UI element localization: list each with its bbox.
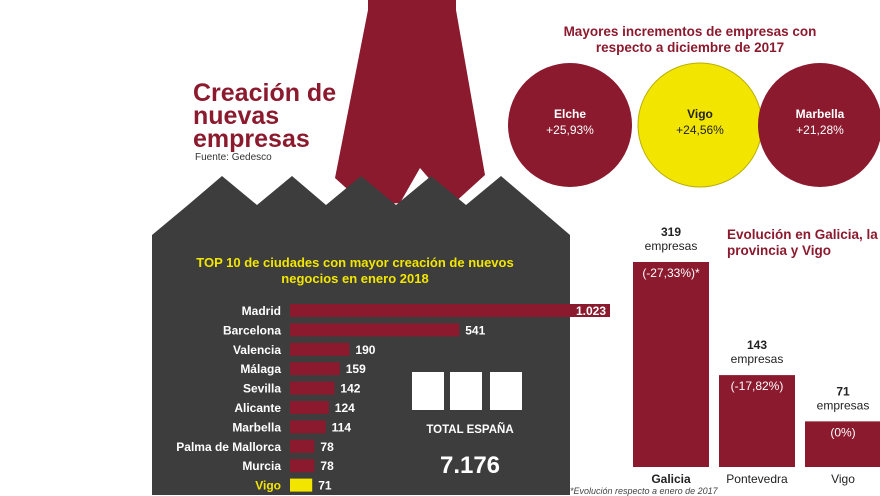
bar-1	[290, 323, 460, 337]
bar-value-label: 78	[320, 440, 334, 454]
bar-category-label: Málaga	[240, 362, 281, 376]
bar-category-label: Alicante	[234, 401, 281, 415]
circle-name: Marbella	[796, 107, 845, 121]
chimney-shape	[335, 0, 485, 205]
galicia-unit-label: empresas	[731, 352, 784, 366]
bar-category-label: Murcia	[242, 459, 281, 473]
galicia-change-label: (-27,33%)*	[642, 266, 700, 280]
total-value: 7.176	[439, 452, 501, 479]
circle-value: +24,56%	[676, 123, 724, 137]
galicia-unit-label: empresas	[817, 398, 870, 412]
total-label: TOTAL ESPAÑA	[426, 424, 514, 436]
bar-3	[290, 362, 340, 376]
bar-value-label: 541	[465, 323, 485, 337]
bar-value-label: 159	[346, 362, 366, 376]
bar-value-label: 1.023	[576, 304, 606, 318]
galicia-bar-vigo	[805, 421, 880, 467]
bar-category-label: Barcelona	[223, 323, 281, 337]
bar-4	[290, 381, 335, 395]
galicia-category-label: Pontevedra	[726, 472, 788, 486]
circle-marbella	[758, 63, 880, 187]
bar-category-label: Valencia	[233, 343, 281, 357]
bar-category-label: Madrid	[242, 304, 281, 318]
factory-window	[450, 372, 482, 410]
bar-value-label: 78	[320, 459, 334, 473]
bar-category-label: Sevilla	[243, 382, 281, 396]
bar-value-label: 124	[335, 401, 355, 415]
bar-7	[290, 439, 315, 453]
factory-window	[412, 372, 444, 410]
galicia-category-label: Vigo	[831, 472, 855, 486]
galicia-bar-pontevedra	[719, 375, 795, 467]
bar-value-label: 190	[355, 343, 375, 357]
bar-0	[290, 304, 610, 317]
bar-8	[290, 459, 315, 473]
page-title: Creación de nuevas empresas	[193, 79, 337, 153]
circle-value: +25,93%	[546, 123, 594, 137]
top10-chart: Madrid 1.023 Barcelona 541 Valencia 190 Málaga…	[176, 304, 610, 493]
bar-value-label: 114	[332, 420, 352, 434]
bar-5	[290, 401, 329, 414]
bar-9	[290, 478, 313, 492]
bar-category-label: Marbella	[232, 420, 281, 434]
galicia-value-label: 319	[661, 225, 681, 239]
bar-2	[290, 342, 350, 356]
circle-name: Vigo	[687, 107, 713, 121]
bar-value-label: 142	[340, 382, 360, 396]
footnote: *Evolución respecto a enero de 2017	[570, 486, 718, 496]
circle-elche	[508, 63, 632, 187]
bar-category-label: Palma de Mallorca	[176, 440, 281, 454]
top10-chart-title: TOP 10 de ciudades con mayor creación de…	[196, 255, 514, 286]
galicia-change-label: (-17,82%)	[731, 379, 784, 393]
bar-category-label: Vigo	[255, 479, 281, 493]
circle-value: +21,28%	[796, 123, 844, 137]
galicia-value-label: 143	[747, 338, 767, 352]
bar-value-label: 71	[318, 479, 332, 493]
galicia-chart: 319empresas(-27,33%)*Galicia143empresas(…	[633, 225, 880, 486]
galicia-unit-label: empresas	[645, 239, 698, 253]
galicia-bar-galicia	[633, 262, 709, 467]
circles-title: Mayores incrementos de empresas con resp…	[563, 24, 817, 55]
factory-window	[490, 372, 522, 410]
galicia-change-label: (0%)	[830, 425, 855, 439]
source-note: Fuente: Gedesco	[195, 152, 272, 163]
circle-name: Elche	[554, 107, 586, 121]
bar-6	[290, 420, 326, 434]
circles-group: Elche +25,93% Vigo +24,56% Marbella +21,28%	[508, 62, 880, 188]
galicia-category-label: Galicia	[651, 472, 691, 486]
galicia-value-label: 71	[836, 384, 850, 398]
galicia-chart-title: Evolución en Galicia, la provincia y Vig…	[727, 227, 878, 258]
